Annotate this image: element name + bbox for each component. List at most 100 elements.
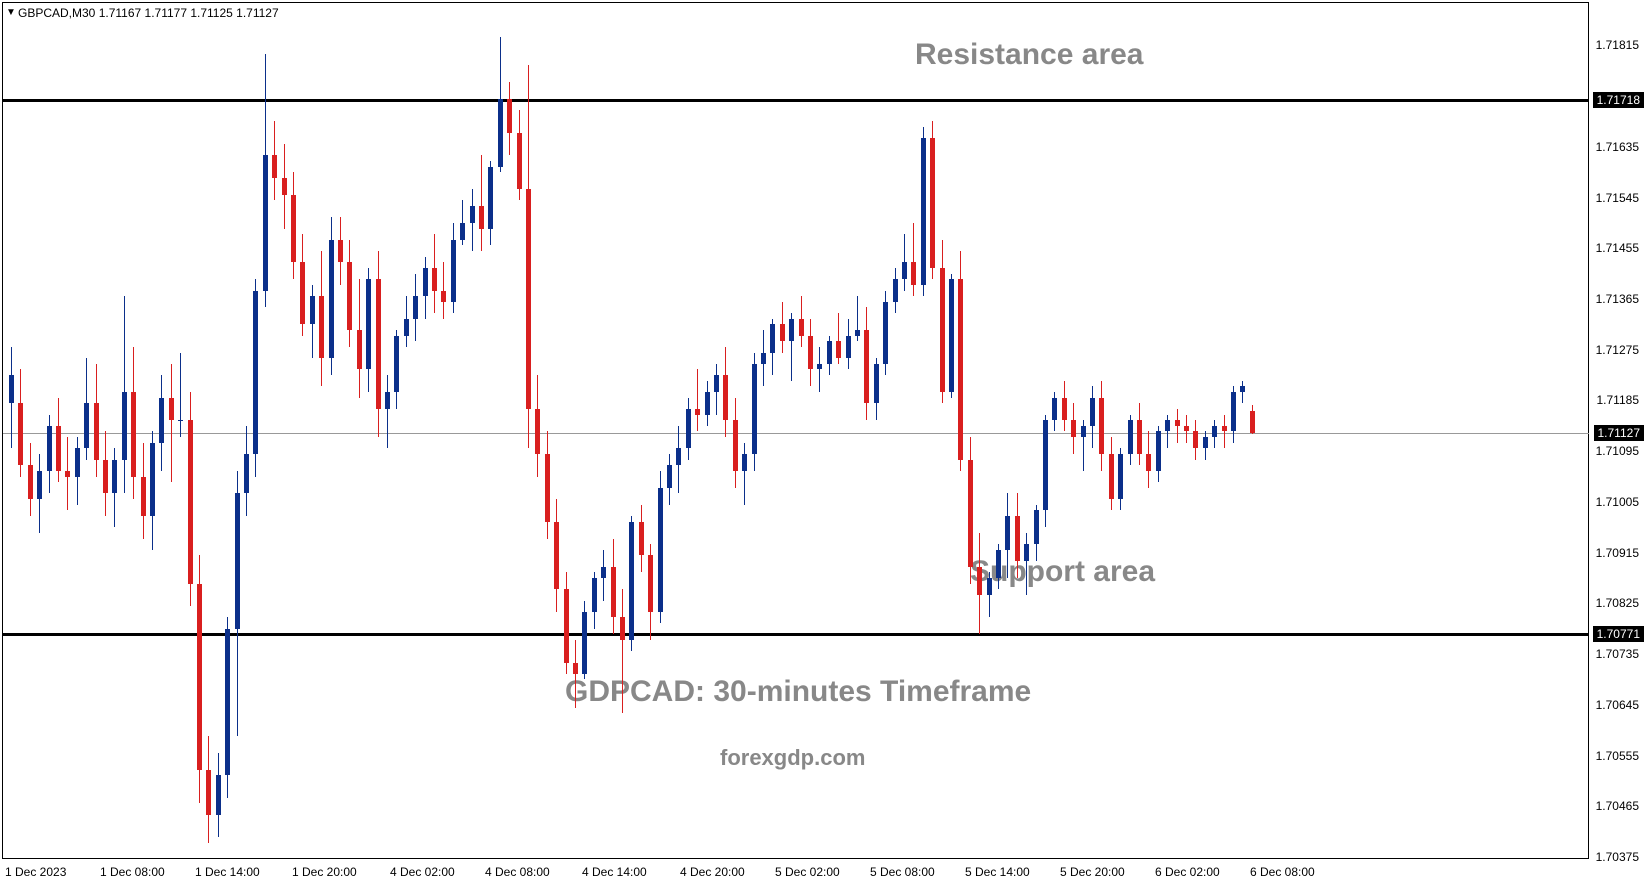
candle-wick bbox=[387, 375, 388, 448]
candle-body bbox=[817, 364, 822, 370]
candle-body bbox=[122, 392, 127, 460]
candle-body bbox=[225, 629, 230, 776]
candle-body bbox=[1062, 398, 1067, 421]
candle-body bbox=[253, 291, 258, 454]
candle-body bbox=[159, 398, 164, 443]
y-axis-tick: 1.70555 bbox=[1596, 749, 1639, 763]
x-axis-tick: 1 Dec 20:00 bbox=[292, 865, 357, 879]
candle-body bbox=[714, 375, 719, 392]
candle-body bbox=[329, 240, 334, 358]
candle-body bbox=[864, 330, 869, 403]
candle-body bbox=[789, 319, 794, 342]
y-axis-tick: 1.71365 bbox=[1596, 292, 1639, 306]
symbol-timeframe: GBPCAD,M30 bbox=[18, 6, 95, 20]
x-axis-tick: 5 Dec 08:00 bbox=[870, 865, 935, 879]
candle-body bbox=[573, 663, 578, 674]
candle-body bbox=[300, 262, 305, 324]
candle-body bbox=[28, 465, 33, 499]
candle-body bbox=[282, 178, 287, 195]
candle-body bbox=[1193, 431, 1198, 448]
y-axis-tick: 1.71815 bbox=[1596, 38, 1639, 52]
y-axis-tick: 1.71005 bbox=[1596, 495, 1639, 509]
candle-body bbox=[1137, 420, 1142, 454]
y-axis-tick: 1.70735 bbox=[1596, 647, 1639, 661]
y-axis-tick: 1.70915 bbox=[1596, 546, 1639, 560]
candle-body bbox=[883, 302, 888, 364]
candle-body bbox=[131, 392, 136, 477]
candle-body bbox=[338, 240, 343, 263]
candle-body bbox=[1128, 420, 1133, 454]
candle-body bbox=[244, 454, 249, 493]
candle-body bbox=[488, 167, 493, 229]
candle-body bbox=[996, 550, 1001, 578]
candle-body bbox=[206, 770, 211, 815]
candle-body bbox=[94, 403, 99, 459]
candle-body bbox=[394, 336, 399, 392]
candle-body bbox=[1203, 437, 1208, 448]
x-axis-tick: 4 Dec 20:00 bbox=[680, 865, 745, 879]
candle-body bbox=[545, 454, 550, 522]
candle-body bbox=[949, 279, 954, 392]
y-axis-tick: 1.71545 bbox=[1596, 191, 1639, 205]
y-axis-tick: 1.70825 bbox=[1596, 596, 1639, 610]
x-axis-tick: 4 Dec 14:00 bbox=[582, 865, 647, 879]
candle-body bbox=[451, 240, 456, 302]
candle-body bbox=[263, 155, 268, 290]
x-axis-tick: 1 Dec 14:00 bbox=[195, 865, 260, 879]
candle-body bbox=[479, 206, 484, 229]
candle-body bbox=[601, 567, 606, 578]
chart-border bbox=[2, 2, 1589, 859]
candle-body bbox=[667, 465, 672, 488]
y-axis-tick: 1.71275 bbox=[1596, 343, 1639, 357]
resistance-price-label: 1.71718 bbox=[1593, 92, 1644, 108]
candle-body bbox=[112, 460, 117, 494]
candle-body bbox=[799, 319, 804, 336]
candle-body bbox=[235, 493, 240, 628]
candle-body bbox=[404, 319, 409, 336]
x-axis-tick: 5 Dec 02:00 bbox=[775, 865, 840, 879]
candle-body bbox=[1118, 454, 1123, 499]
x-axis-tick: 6 Dec 08:00 bbox=[1250, 865, 1315, 879]
candle-body bbox=[1165, 420, 1170, 431]
candle-body bbox=[770, 324, 775, 352]
candle-body bbox=[705, 392, 710, 415]
candle-body bbox=[1222, 426, 1227, 432]
candle-body bbox=[169, 398, 174, 421]
candle-body bbox=[1099, 398, 1104, 454]
candle-body bbox=[103, 460, 108, 494]
candle-body bbox=[564, 589, 569, 662]
candle-body bbox=[347, 262, 352, 330]
candle-body bbox=[1250, 411, 1255, 434]
candle-body bbox=[413, 296, 418, 319]
x-axis-tick: 4 Dec 08:00 bbox=[485, 865, 550, 879]
candle-body bbox=[47, 426, 52, 471]
support-price-label: 1.70771 bbox=[1593, 626, 1644, 642]
candle-body bbox=[441, 291, 446, 302]
candle-body bbox=[460, 223, 465, 240]
candle-body bbox=[780, 324, 785, 341]
candle-wick bbox=[819, 347, 820, 392]
candle-body bbox=[940, 268, 945, 392]
watermark: forexgdp.com bbox=[720, 745, 865, 771]
candle-wick bbox=[744, 443, 745, 505]
candle-body bbox=[385, 392, 390, 409]
candle-body bbox=[846, 336, 851, 359]
candle-body bbox=[855, 330, 860, 336]
x-axis-tick: 5 Dec 20:00 bbox=[1060, 865, 1125, 879]
candle-body bbox=[18, 403, 23, 465]
candle-body bbox=[874, 364, 879, 403]
candle-body bbox=[319, 296, 324, 358]
y-axis-tick: 1.71635 bbox=[1596, 140, 1639, 154]
candle-body bbox=[366, 279, 371, 369]
candle-body bbox=[611, 567, 616, 618]
candle-body bbox=[1109, 454, 1114, 499]
candle-body bbox=[686, 409, 691, 448]
candle-wick bbox=[913, 223, 914, 296]
candle-body bbox=[1024, 544, 1029, 561]
candle-body bbox=[1231, 392, 1236, 431]
candle-wick bbox=[481, 155, 482, 251]
candle-body bbox=[676, 448, 681, 465]
candle-body bbox=[902, 262, 907, 279]
candle-body bbox=[197, 584, 202, 770]
candle-body bbox=[56, 426, 61, 471]
